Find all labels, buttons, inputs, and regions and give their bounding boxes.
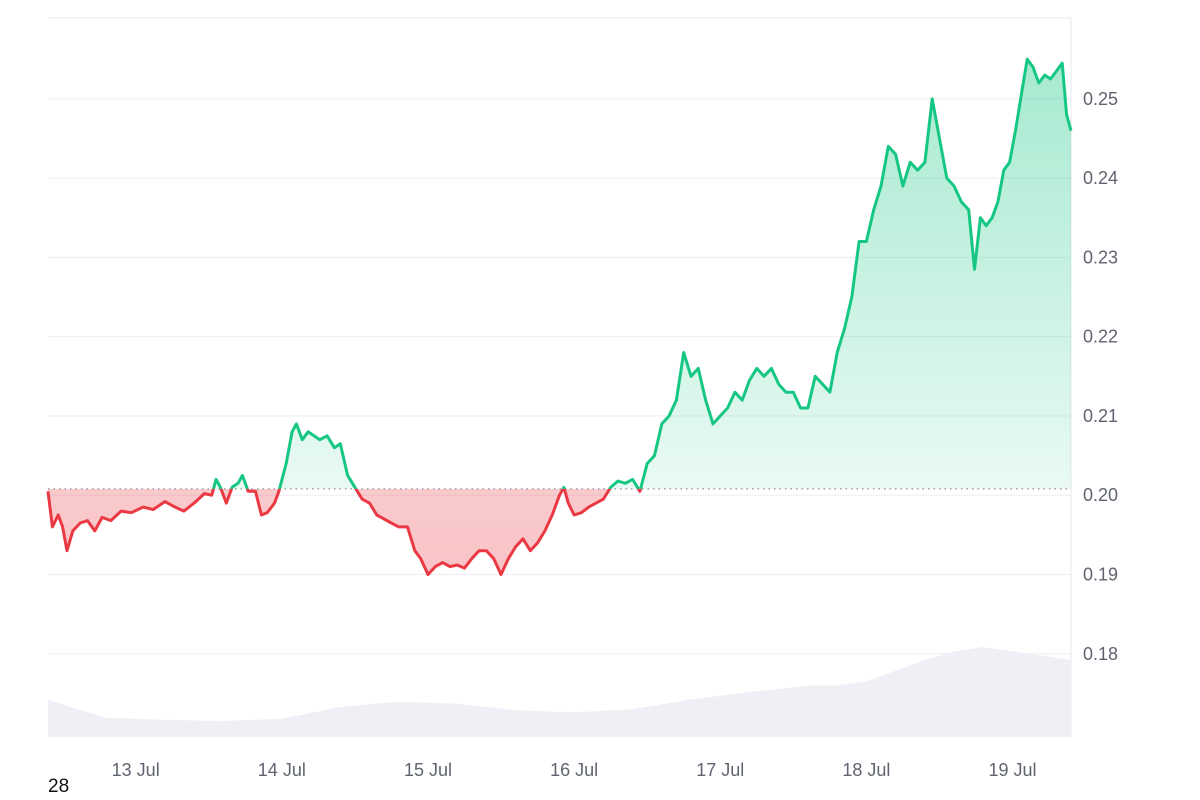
y-tick-label: 0.23 <box>1083 247 1118 267</box>
y-tick-label: 0.21 <box>1083 406 1118 426</box>
volume-area <box>48 647 1071 737</box>
x-tick-label: 13 Jul <box>112 760 160 780</box>
x-tick-label: 16 Jul <box>550 760 598 780</box>
x-tick-label: 17 Jul <box>696 760 744 780</box>
y-axis-ticks: 0.25 0.24 0.23 0.22 0.21 0.20 0.19 0.18 <box>1083 89 1118 664</box>
area-above-baseline <box>213 59 1071 489</box>
price-fill <box>48 59 1071 575</box>
line-below-baseline <box>46 488 643 576</box>
price-line <box>46 57 1073 576</box>
x-tick-label: 19 Jul <box>989 760 1037 780</box>
x-tick-label: 14 Jul <box>258 760 306 780</box>
line-above-baseline <box>211 57 1073 489</box>
y-tick-label: 0.22 <box>1083 327 1118 347</box>
corner-label: 28 <box>48 776 70 797</box>
y-tick-label: 0.19 <box>1083 564 1118 584</box>
y-tick-label: 0.20 <box>1083 485 1118 505</box>
x-tick-label: 18 Jul <box>842 760 890 780</box>
x-tick-label: 15 Jul <box>404 760 452 780</box>
x-axis-ticks: 13 Jul 14 Jul 15 Jul 16 Jul 17 Jul 18 Jul 19 J… <box>112 760 1037 780</box>
y-tick-label: 0.25 <box>1083 89 1118 109</box>
y-tick-label: 0.18 <box>1083 644 1118 664</box>
y-tick-label: 0.24 <box>1083 168 1118 188</box>
area-below-baseline <box>48 488 1071 575</box>
